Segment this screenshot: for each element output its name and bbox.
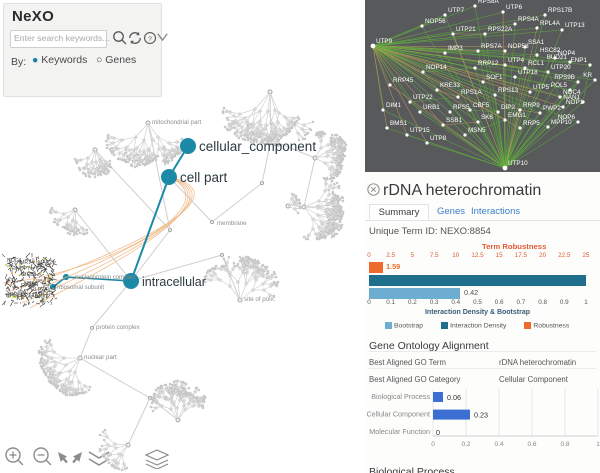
svg-text:NOP1: NOP1 xyxy=(566,99,584,106)
svg-text:UTP22: UTP22 xyxy=(413,94,433,101)
svg-text:0.6: 0.6 xyxy=(527,441,536,448)
svg-text:SOF1: SOF1 xyxy=(486,74,503,81)
svg-text:URB1: URB1 xyxy=(423,104,440,111)
svg-text:RPS7A: RPS7A xyxy=(481,43,502,50)
svg-text:KR: KR xyxy=(583,72,592,79)
svg-text:UTP8: UTP8 xyxy=(430,135,447,142)
svg-text:UTP4: UTP4 xyxy=(508,57,525,64)
svg-text:NOP58: NOP58 xyxy=(508,43,529,50)
svg-text:UTP6: UTP6 xyxy=(506,4,523,11)
svg-text:UTP5: UTP5 xyxy=(533,84,550,91)
svg-text:0.06: 0.06 xyxy=(447,393,461,402)
svg-text:MAK21: MAK21 xyxy=(38,260,55,266)
svg-text:Biological Process: Biological Process xyxy=(371,392,430,401)
svg-text:cellular_component: cellular_component xyxy=(199,139,316,154)
svg-text:IMP3: IMP3 xyxy=(448,45,463,52)
svg-text:UTP10: UTP10 xyxy=(508,160,528,167)
svg-text:...nucleoprotein complex: ...nucleoprotein complex xyxy=(70,275,135,281)
svg-text:RRP45: RRP45 xyxy=(393,77,414,84)
svg-text:RPS5: RPS5 xyxy=(453,104,470,111)
svg-text:ENP1: ENP1 xyxy=(571,57,588,64)
svg-text:protein complex: protein complex xyxy=(96,324,141,331)
svg-text:RPS22A: RPS22A xyxy=(488,26,513,33)
svg-text:YTM1: YTM1 xyxy=(25,282,39,288)
svg-text:nuclear part: nuclear part xyxy=(84,354,117,361)
svg-text:0: 0 xyxy=(431,441,435,448)
svg-text:DIM1: DIM1 xyxy=(386,102,402,109)
svg-text:UTP21: UTP21 xyxy=(456,26,476,33)
svg-text:SSA1: SSA1 xyxy=(528,39,545,46)
svg-text:RPS4A: RPS4A xyxy=(518,16,539,23)
svg-text:NOP6: NOP6 xyxy=(558,114,576,121)
svg-text:intracellular: intracellular xyxy=(142,275,206,289)
svg-text:membrane: membrane xyxy=(217,220,247,227)
svg-text:MSN5: MSN5 xyxy=(468,127,486,134)
svg-text:RRP12: RRP12 xyxy=(478,60,499,67)
svg-text:0.8: 0.8 xyxy=(560,441,569,448)
svg-text:UTP9: UTP9 xyxy=(376,38,393,45)
svg-text:UTP13: UTP13 xyxy=(565,22,585,29)
svg-text:BMS1: BMS1 xyxy=(390,120,408,127)
svg-text:POL5: POL5 xyxy=(551,82,568,89)
svg-text:RPS17B: RPS17B xyxy=(548,7,572,14)
svg-text:ERB1: ERB1 xyxy=(23,272,37,278)
svg-text:UTP7: UTP7 xyxy=(448,7,465,14)
svg-text:RPL43: RPL43 xyxy=(6,293,22,299)
svg-text:1: 1 xyxy=(596,441,600,448)
svg-text:SSB1: SSB1 xyxy=(446,117,463,124)
svg-text:0.23: 0.23 xyxy=(474,411,488,420)
svg-text:BRX1: BRX1 xyxy=(35,294,49,300)
svg-text:DIP2: DIP2 xyxy=(501,104,515,111)
svg-text:BUD21: BUD21 xyxy=(547,54,568,61)
svg-text:RCL1: RCL1 xyxy=(528,60,545,67)
svg-text:RPS13: RPS13 xyxy=(498,87,518,94)
svg-text:KRE33: KRE33 xyxy=(440,82,460,89)
svg-text:RRP5: RRP5 xyxy=(523,120,540,127)
svg-text:PWP2: PWP2 xyxy=(543,105,561,112)
svg-text:UTP15: UTP15 xyxy=(410,127,430,134)
svg-text:EMG1: EMG1 xyxy=(508,112,526,119)
svg-text:Cellular Component: Cellular Component xyxy=(366,410,430,419)
svg-text:UTP18: UTP18 xyxy=(518,69,538,76)
svg-text:RPS9B: RPS9B xyxy=(554,74,575,81)
svg-text:cell part: cell part xyxy=(180,170,228,185)
svg-text:UTP20: UTP20 xyxy=(551,64,571,71)
svg-text:NOP56: NOP56 xyxy=(425,18,446,25)
svg-text:RPS8A: RPS8A xyxy=(478,0,499,5)
svg-text:RPL4A: RPL4A xyxy=(540,20,561,27)
svg-text:Molecular Function: Molecular Function xyxy=(369,427,430,436)
svg-text:CBF5: CBF5 xyxy=(473,102,490,109)
svg-text:RPS1A: RPS1A xyxy=(461,89,482,96)
svg-text:site of pol...: site of pol... xyxy=(244,296,276,303)
svg-text:0.4: 0.4 xyxy=(494,441,503,448)
svg-text:SK6: SK6 xyxy=(481,114,493,121)
svg-text:mitochondrial part: mitochondrial part xyxy=(152,119,201,126)
svg-text:ribosomal subunit: ribosomal subunit xyxy=(57,285,104,291)
svg-text:RRP9: RRP9 xyxy=(523,102,540,109)
svg-text:NOP14: NOP14 xyxy=(426,64,447,71)
svg-text:0.2: 0.2 xyxy=(461,441,470,448)
